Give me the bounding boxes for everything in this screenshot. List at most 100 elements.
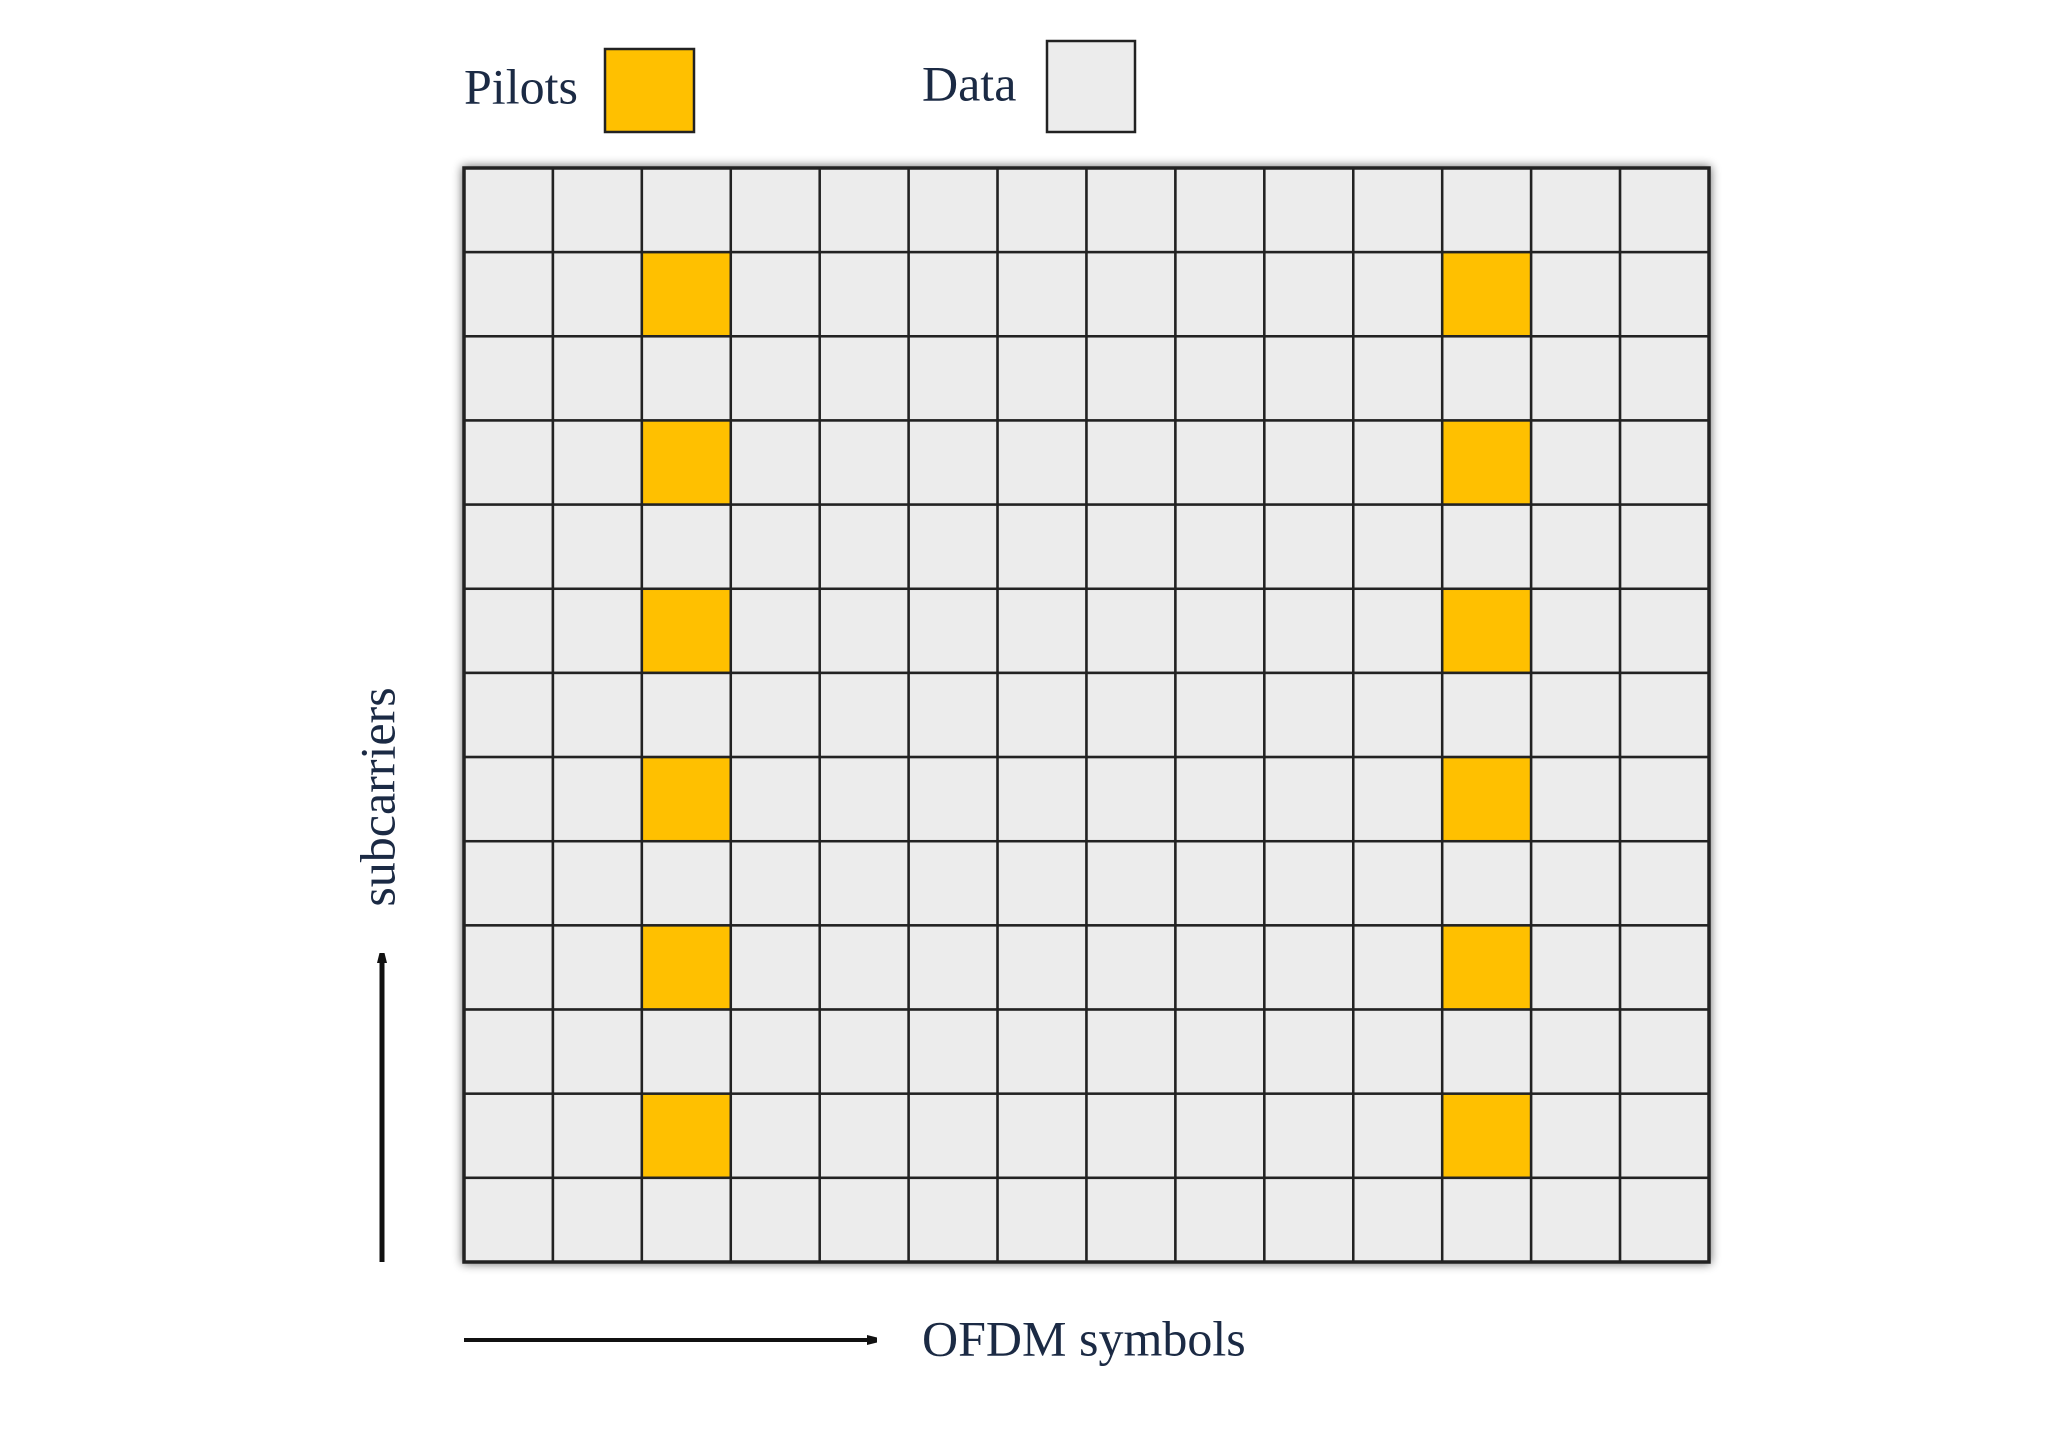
data-cell [1352,1008,1444,1095]
data-cell [729,335,821,422]
data-cell [1529,335,1622,422]
data-cell [996,419,1088,506]
data-cell [818,755,910,843]
data-cell [551,1176,644,1264]
data-cell [1352,335,1444,422]
pilot-cell [1440,755,1533,843]
data-cell [907,755,999,843]
data-cell [818,839,910,927]
data-cell [1085,924,1177,1011]
data-cell [1618,166,1711,254]
data-cell [907,924,999,1011]
data-cell [1263,1176,1355,1264]
data-cell [462,166,555,254]
data-cell [907,1176,999,1264]
data-cell [1440,671,1533,759]
data-cell [1263,250,1355,338]
pilot-cell [1440,924,1533,1011]
data-cell [640,503,733,591]
data-cell [462,1092,555,1180]
data-cell [1529,755,1622,843]
data-cell [1174,587,1266,675]
data-cell [1440,335,1533,422]
data-cell [907,839,999,927]
data-cell [1618,1176,1711,1264]
data-cell [1085,335,1177,422]
data-cell [551,755,644,843]
data-cell [1352,1176,1444,1264]
data-cell [1174,503,1266,591]
data-cell [551,924,644,1011]
data-cell [907,419,999,506]
data-cell [462,1008,555,1095]
pilot-cell [640,1092,733,1180]
data-cell [1263,839,1355,927]
legend-data-label: Data [922,55,1016,111]
data-cell [1529,250,1622,338]
data-cell [1618,839,1711,927]
data-cell [818,1092,910,1180]
data-cell [996,1092,1088,1180]
data-cell [729,587,821,675]
data-cell [1440,1176,1533,1264]
data-cell [1085,503,1177,591]
data-cell [1529,587,1622,675]
data-cell [462,1176,555,1264]
data-cell [640,671,733,759]
data-cell [462,587,555,675]
data-cell [551,1008,644,1095]
pilot-cell [640,755,733,843]
data-cell [1529,1008,1622,1095]
data-cell [818,924,910,1011]
legend-pilots-label: Pilots [464,58,578,114]
data-cell [1174,335,1266,422]
data-cell [729,924,821,1011]
data-cell [462,250,555,338]
data-cell [1618,335,1711,422]
data-cell [1263,587,1355,675]
data-cell [1529,839,1622,927]
data-cell [1352,419,1444,506]
data-cell [551,250,644,338]
data-cell [462,335,555,422]
data-cell [462,755,555,843]
data-cell [1440,503,1533,591]
data-cell [907,1008,999,1095]
data-cell [1618,924,1711,1011]
data-cell [551,671,644,759]
data-cell [1529,1176,1622,1264]
data-cell [1174,1008,1266,1095]
data-cell [1085,671,1177,759]
ofdm-symbols-label: OFDM symbols [922,1310,1246,1366]
data-cell [1085,1008,1177,1095]
data-cell [996,335,1088,422]
data-cell [1529,924,1622,1011]
data-cell [1529,1092,1622,1180]
data-cell [907,587,999,675]
data-cell [1263,924,1355,1011]
data-cell [996,755,1088,843]
data-cell [551,587,644,675]
data-cell [1085,1176,1177,1264]
data-cell [1352,503,1444,591]
data-cell [551,839,644,927]
data-cell [462,419,555,506]
data-cell [729,250,821,338]
data-cell [551,1092,644,1180]
data-cell [1618,250,1711,338]
data-cell [1263,419,1355,506]
data-cell [818,671,910,759]
legend-pilots-swatch [603,47,696,134]
data-cell [729,1092,821,1180]
data-cell [1529,503,1622,591]
data-cell [729,503,821,591]
pilot-cell [1440,250,1533,338]
data-cell [818,166,910,254]
data-cell [996,839,1088,927]
data-cell [1263,166,1355,254]
data-cell [1352,166,1444,254]
pilot-cell [640,587,733,675]
data-cell [1263,335,1355,422]
data-cell [907,335,999,422]
data-cell [1263,503,1355,591]
